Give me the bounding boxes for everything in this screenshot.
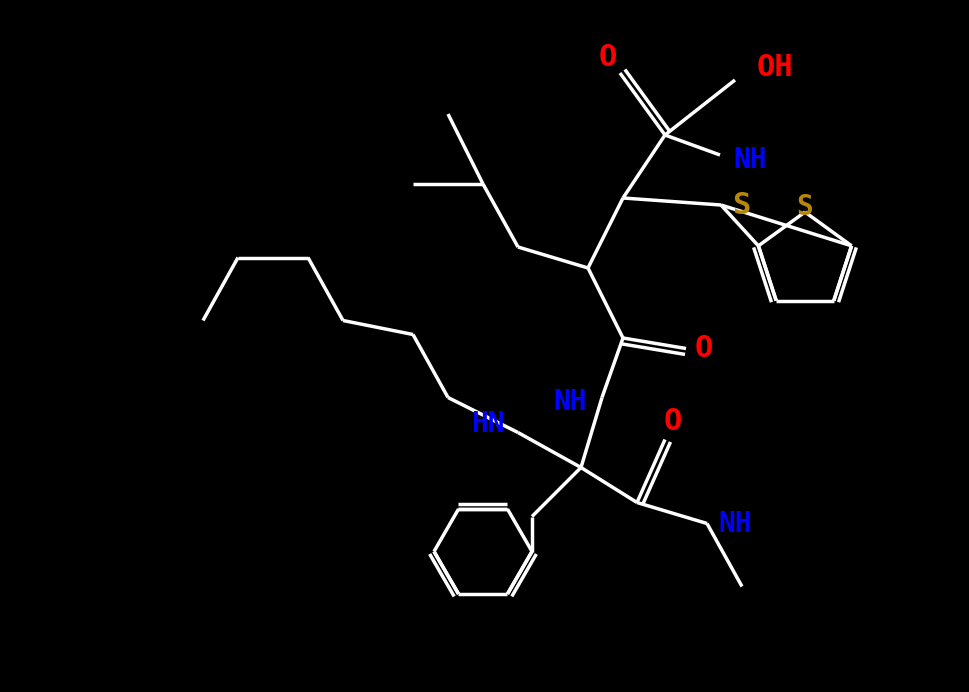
Text: S: S (732, 190, 750, 219)
Text: O: O (664, 407, 682, 436)
Text: NH: NH (718, 509, 752, 538)
Text: S: S (797, 193, 813, 221)
Text: O: O (599, 44, 617, 73)
Text: NH: NH (553, 388, 587, 417)
Text: O: O (695, 334, 713, 363)
Text: NH: NH (734, 146, 766, 174)
Text: OH: OH (757, 53, 794, 82)
Text: HN: HN (471, 410, 505, 439)
